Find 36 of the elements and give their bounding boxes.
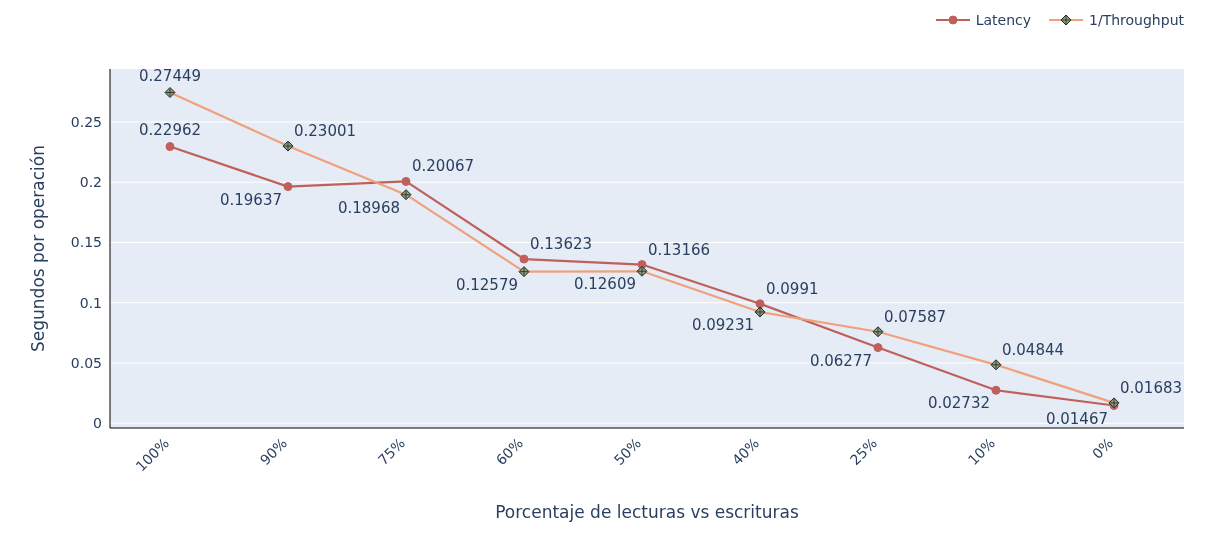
data-label: 0.18968 (337, 198, 400, 217)
point (755, 299, 765, 309)
data-label: 0.13166 (648, 240, 711, 259)
data-label: 0.07587 (884, 307, 947, 326)
point (991, 385, 1001, 395)
legend-label: Latency (974, 12, 1032, 28)
data-label: 0.0991 (766, 279, 819, 298)
data-label: 0.27449 (138, 66, 202, 85)
point (519, 254, 529, 264)
point (401, 176, 411, 186)
data-label: 0.12579 (455, 275, 518, 294)
data-label: 0.01683 (1120, 378, 1183, 397)
x-axis-title: Porcentaje de lecturas vs escrituras (495, 502, 799, 522)
x-tick-label: 0% (1089, 434, 1117, 462)
y-tick-label: 0.15 (70, 234, 102, 251)
data-label: 0.09231 (691, 315, 754, 334)
data-label: 0.04844 (1002, 340, 1065, 359)
y-tick-label: 0.2 (79, 174, 102, 191)
y-axis-title: Segundos por operación (28, 145, 49, 352)
legend-label: 1/Throughput (1088, 12, 1184, 28)
y-tick-label: 0 (93, 415, 102, 432)
data-label: 0.20067 (412, 157, 475, 176)
data-label: 0.06277 (809, 351, 872, 370)
point (165, 142, 175, 152)
point (873, 343, 883, 353)
data-label: 0.19637 (219, 190, 282, 209)
point (283, 182, 293, 192)
y-tick-label: 0.25 (70, 113, 102, 130)
data-label: 0.13623 (530, 235, 593, 254)
data-label: 0.23001 (294, 122, 357, 141)
data-label: 0.01467 (1045, 409, 1108, 428)
y-tick-label: 0.05 (70, 354, 102, 371)
data-label: 0.02732 (927, 394, 990, 413)
y-tick-label: 0.1 (79, 294, 102, 311)
data-label: 0.22962 (138, 120, 202, 139)
data-label: 0.12609 (573, 275, 636, 294)
